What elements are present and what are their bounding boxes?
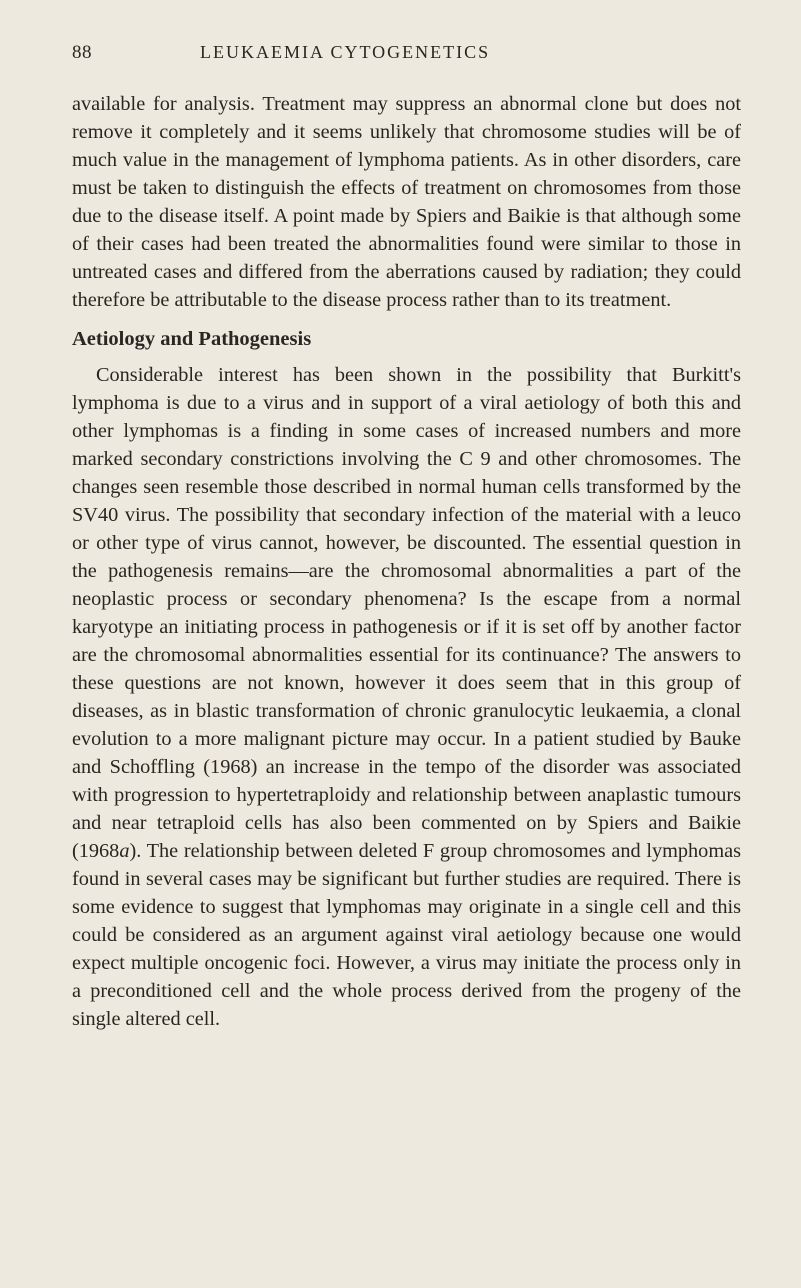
document-page: 88 LEUKAEMIA CYTOGENETICS available for … [0,0,801,1288]
paragraph-2-part1: Considerable interest has been shown in … [72,364,741,862]
paragraph-2: Considerable interest has been shown in … [72,361,741,1033]
paragraph-2-part2: ). The relationship between deleted F gr… [72,840,741,1030]
page-header: 88 LEUKAEMIA CYTOGENETICS [72,42,741,64]
page-number: 88 [72,42,92,64]
running-title: LEUKAEMIA CYTOGENETICS [200,42,490,64]
section-heading: Aetiology and Pathogenesis [72,328,741,351]
citation-italic-a: a [119,840,129,862]
paragraph-1: available for analysis. Treatment may su… [72,90,741,314]
